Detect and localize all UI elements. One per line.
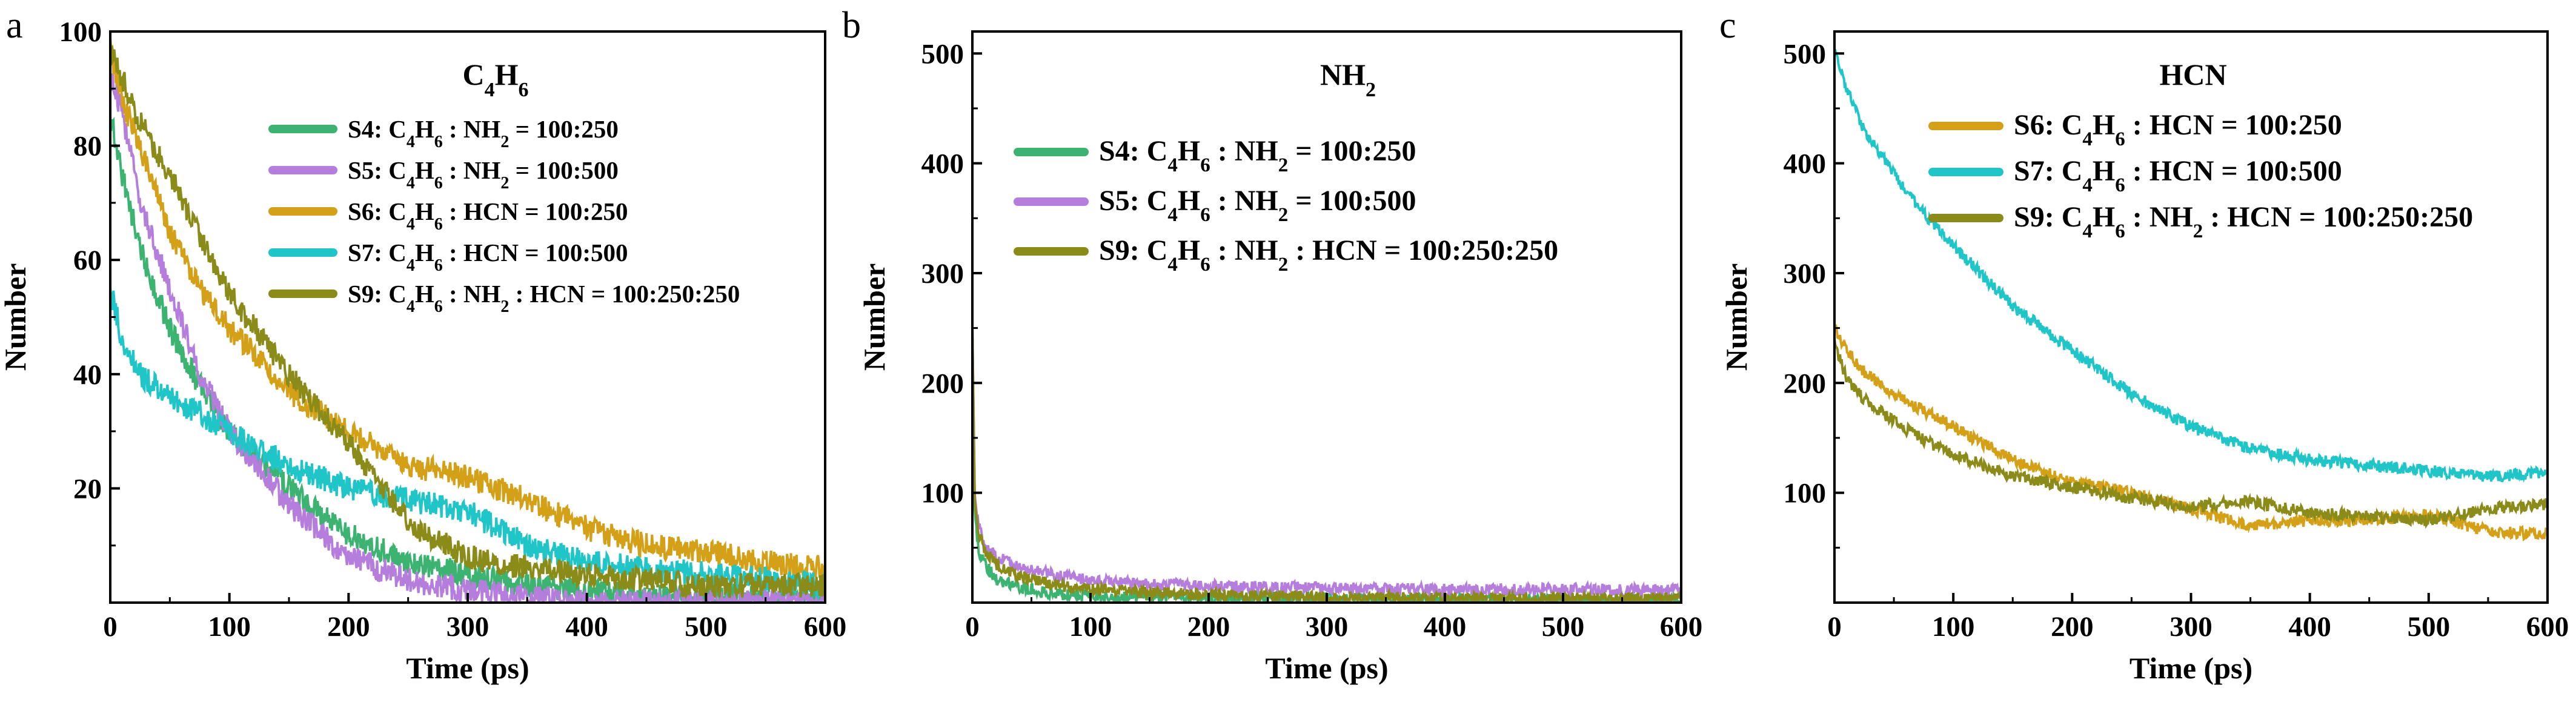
y-axis-title: Number [857,263,891,371]
y-tick-label: 40 [73,359,102,391]
series-line-0 [110,117,825,603]
y-tick-label: 400 [1784,148,1827,180]
chart-title: NH2 [1320,58,1376,101]
x-tick-label: 500 [1542,611,1585,643]
panel-letter-c: c [1719,5,1736,46]
series-line-1 [972,332,1681,600]
legend-label: S4: C4H6 : NH2 = 100:250 [1099,135,1416,176]
legend-label: S9: C4H6 : NH2 : HCN = 100:250:250 [2014,201,2473,242]
chart-panel-c: 0 100 200 300 400 500 600 100 200 300 400 500 Time (… [1719,30,2569,685]
panel-letter-b: b [842,5,861,46]
y-tick-label: 20 [73,473,102,505]
x-axis-title: Time (ps) [406,651,529,685]
y-tick-label: 500 [921,38,964,70]
legend-label: S7: C4H6 : HCN = 100:500 [2014,155,2342,196]
chart-panel-a: 0 100 200 300 400 500 600 20 40 60 80 100 Time (ps) N… [0,16,846,685]
x-tick-label: 0 [965,611,980,643]
legend-label: S5: C4H6 : NH2 = 100:500 [1099,185,1416,226]
legend-label: S7: C4H6 : HCN = 100:500 [348,239,628,275]
y-tick-label: 400 [921,148,964,180]
legend: S4: C4H6 : NH2 = 100:250 S5: C4H6 : NH2 =… [1014,135,1558,276]
x-axis-title: Time (ps) [1265,651,1388,685]
x-tick-label: 0 [1827,611,1842,643]
y-tick-label: 100 [59,16,102,48]
x-tick-label: 400 [1424,611,1467,643]
series-line-1 [1834,48,2548,483]
series-line-2 [1834,339,2548,529]
series-line-3 [110,287,825,601]
x-tick-label: 200 [1187,611,1230,643]
x-tick-label: 300 [1306,611,1349,643]
legend-label: S9: C4H6 : NH2 : HCN = 100:250:250 [1099,234,1558,276]
legend-label: S9: C4H6 : NH2 : HCN = 100:250:250 [348,280,740,316]
series-line-2 [972,326,1681,603]
y-tick-label: 200 [1784,368,1827,399]
y-tick-label: 80 [73,131,102,162]
y-tick-label: 100 [1784,478,1827,509]
chart-title: C4H6 [462,58,528,101]
plot-frame [971,30,1682,604]
x-tick-label: 600 [1660,611,1703,643]
x-tick-label: 500 [2408,611,2451,643]
x-tick-label: 100 [1069,611,1112,643]
x-tick-label: 600 [2526,611,2569,643]
x-tick-label: 100 [1932,611,1975,643]
chart-panel-b: 0 100 200 300 400 500 600 100 200 300 400 500 Time (… [857,30,1703,685]
y-axis-title: Number [1719,263,1753,371]
x-tick-label: 0 [103,611,118,643]
y-tick-label: 100 [921,478,964,509]
y-tick-label: 300 [921,258,964,289]
y-tick-label: 500 [1784,38,1827,70]
series-line-2 [110,38,825,581]
series-line-1 [110,73,825,603]
x-tick-label: 400 [565,611,608,643]
x-tick-label: 300 [446,611,490,643]
y-tick-label: 300 [1784,258,1827,289]
legend: S6: C4H6 : HCN = 100:250 S7: C4H6 : HCN =… [1928,109,2473,242]
chart-title: HCN [2159,58,2226,91]
legend-label: S6: C4H6 : HCN = 100:250 [348,197,628,234]
legend: S4: C4H6 : NH2 = 100:250 S5: C4H6 : NH2 =… [268,115,740,316]
legend-label: S4: C4H6 : NH2 = 100:250 [348,115,619,151]
x-axis-title: Time (ps) [2130,651,2252,685]
x-tick-label: 200 [2051,611,2094,643]
x-tick-label: 500 [685,611,728,643]
y-axis-title: Number [0,263,32,371]
y-tick-label: 200 [921,368,964,399]
series-line-0 [972,328,1681,603]
panel-letter-a: a [6,5,23,46]
x-tick-label: 600 [804,611,847,643]
legend-label: S6: C4H6 : HCN = 100:250 [2014,109,2342,150]
x-tick-label: 400 [2288,611,2331,643]
x-tick-label: 200 [327,611,370,643]
y-tick-label: 60 [73,245,102,276]
legend-label: S5: C4H6 : NH2 = 100:500 [348,156,619,193]
x-tick-label: 300 [2169,611,2213,643]
x-tick-label: 100 [208,611,251,643]
